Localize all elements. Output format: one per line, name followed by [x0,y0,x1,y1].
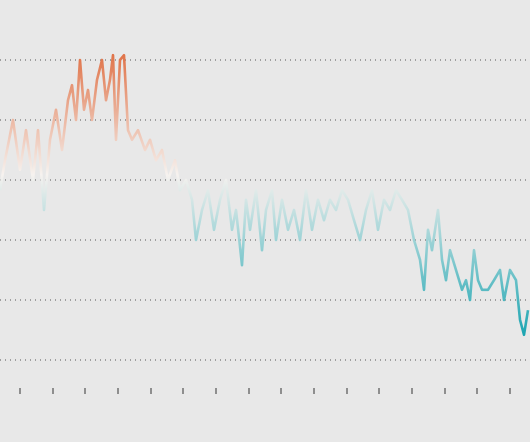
data-line [0,53,530,337]
